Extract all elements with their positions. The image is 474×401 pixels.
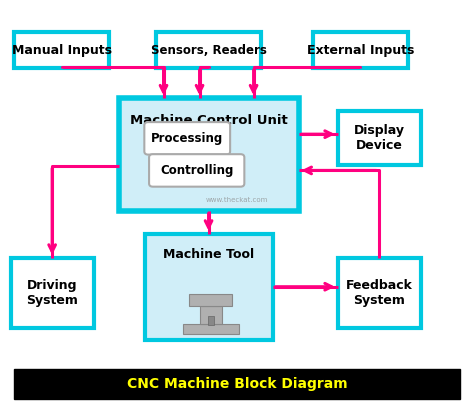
FancyBboxPatch shape: [118, 98, 299, 211]
FancyBboxPatch shape: [14, 32, 109, 68]
Text: Feedback
System: Feedback System: [346, 279, 413, 307]
Text: External Inputs: External Inputs: [307, 44, 414, 57]
Text: www.theckat.com: www.theckat.com: [206, 196, 268, 203]
Text: Driving
System: Driving System: [26, 279, 78, 307]
Text: Manual Inputs: Manual Inputs: [12, 44, 111, 57]
FancyBboxPatch shape: [337, 111, 420, 165]
Text: Machine Tool: Machine Tool: [163, 248, 254, 261]
FancyBboxPatch shape: [156, 32, 261, 68]
FancyBboxPatch shape: [189, 294, 232, 306]
FancyBboxPatch shape: [11, 257, 94, 328]
Text: Controlling: Controlling: [160, 164, 233, 177]
Text: Processing: Processing: [151, 132, 223, 145]
Text: Sensors, Readers: Sensors, Readers: [151, 44, 266, 57]
Text: Display
Device: Display Device: [354, 124, 405, 152]
FancyBboxPatch shape: [149, 154, 245, 187]
Text: Machine Control Unit: Machine Control Unit: [130, 114, 287, 127]
FancyBboxPatch shape: [144, 122, 230, 154]
FancyBboxPatch shape: [313, 32, 408, 68]
FancyBboxPatch shape: [208, 316, 214, 325]
FancyBboxPatch shape: [145, 233, 273, 340]
FancyBboxPatch shape: [200, 306, 222, 324]
Text: CNC Machine Block Diagram: CNC Machine Block Diagram: [127, 377, 347, 391]
FancyBboxPatch shape: [337, 257, 420, 328]
FancyBboxPatch shape: [183, 324, 238, 334]
FancyBboxPatch shape: [14, 369, 460, 399]
